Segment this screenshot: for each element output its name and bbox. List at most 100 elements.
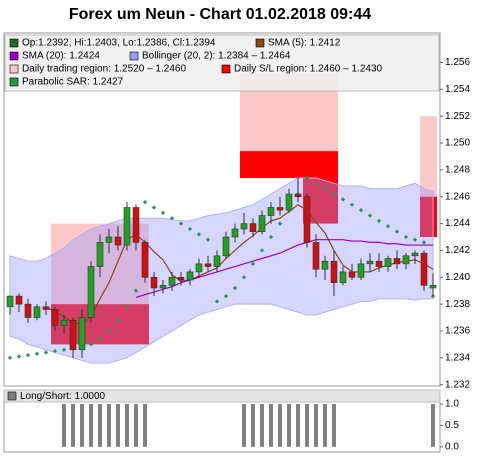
long-short-bar — [89, 404, 93, 447]
long-short-bar — [296, 404, 300, 447]
legend-label: Parabolic SAR: 1.2427 — [22, 77, 124, 88]
long-short-bar — [287, 404, 291, 447]
sar-dot — [277, 221, 283, 226]
long-short-bar — [431, 404, 435, 447]
legend-label: SMA (5): 1.2412 — [268, 38, 341, 49]
candle-body — [420, 252, 428, 286]
candle-body — [204, 263, 212, 267]
trading-region — [420, 116, 437, 197]
candle-body — [42, 306, 50, 310]
sar-dot — [385, 224, 391, 229]
candle-body — [132, 207, 140, 243]
candle-body — [321, 260, 329, 270]
candle-body — [411, 252, 419, 257]
panel-header — [3, 389, 441, 403]
candle-body — [339, 271, 347, 283]
candle-body — [15, 295, 23, 305]
sar-dot — [214, 299, 220, 304]
candle-body — [6, 295, 14, 308]
sl-region — [240, 151, 338, 178]
long-short-bar — [242, 404, 246, 447]
candle-body — [357, 263, 365, 278]
long-short-bar — [251, 404, 255, 447]
long-short-bar — [332, 404, 336, 447]
sar-dot — [223, 293, 229, 299]
candle-body — [285, 193, 293, 211]
y-tick-label: 1.0 — [445, 399, 459, 410]
candle-body — [87, 266, 95, 318]
y-tick-label: 0.0 — [445, 441, 459, 452]
candle-body — [366, 260, 374, 265]
sar-dot — [376, 218, 382, 224]
long-short-bar — [278, 404, 282, 447]
y-tick-label: 1.248 — [445, 165, 470, 176]
candle-body — [24, 303, 32, 318]
sar-dot — [169, 216, 175, 221]
candle-body — [258, 215, 266, 232]
sar-dot — [142, 199, 148, 205]
y-tick-label: 1.242 — [445, 245, 470, 256]
candle-body — [384, 258, 392, 267]
long-short-bar — [323, 404, 327, 447]
sar-dot — [358, 208, 364, 213]
legend-swatch — [7, 391, 17, 401]
long-short-bar — [116, 404, 120, 447]
candle-body — [69, 319, 77, 351]
sar-dot — [304, 175, 310, 181]
candle-body — [123, 207, 131, 246]
candle-body — [330, 260, 338, 283]
y-tick-label: 1.232 — [445, 379, 470, 390]
y-tick-label: 1.254 — [445, 84, 470, 95]
candle-body — [393, 258, 401, 265]
sma-line — [45, 204, 434, 325]
sar-dot — [313, 181, 319, 186]
candle-body — [114, 236, 122, 246]
candle-body — [159, 285, 167, 289]
y-tick-label: 1.234 — [445, 352, 470, 363]
candle-body — [51, 309, 59, 326]
candle-body — [267, 207, 275, 216]
long-short-bar — [314, 404, 318, 447]
candle-body — [105, 236, 113, 243]
long-short-bar — [62, 404, 66, 447]
long-short-bar — [107, 404, 111, 447]
sar-dot — [151, 205, 157, 210]
sar-dot — [421, 240, 427, 245]
sma-line — [135, 239, 433, 298]
y-tick-label: 1.256 — [445, 57, 470, 68]
legend-label: Daily trading region: 1.2520 – 1.2460 — [22, 64, 186, 75]
long-short-bar — [305, 404, 309, 447]
sar-dot — [331, 191, 337, 197]
y-tick-label: 1.250 — [445, 138, 470, 149]
y-tick-label: 1.236 — [445, 326, 470, 337]
sar-dot — [403, 234, 409, 240]
legend-swatch — [9, 64, 19, 74]
legend-label: Op:1.2392, Hi:1.2403, Lo:1.2386, Cl:1.23… — [22, 38, 216, 49]
candle-body — [375, 260, 383, 267]
legend-label: Long/Short: 1.0000 — [20, 391, 106, 402]
candle-body — [33, 306, 41, 318]
legend-swatch — [255, 38, 265, 48]
candle-body — [222, 236, 230, 257]
long-short-bar — [98, 404, 102, 447]
sar-dot — [367, 213, 373, 218]
long-short-bar — [143, 404, 147, 447]
candle-body — [231, 228, 239, 238]
candle-body — [294, 193, 302, 198]
sar-dot — [133, 288, 139, 293]
candle-body — [348, 271, 356, 278]
sar-dot — [259, 248, 265, 253]
candle-body — [213, 255, 221, 267]
candle-body — [312, 242, 320, 270]
y-tick-label: 0.5 — [445, 420, 459, 431]
chart-title: Forex um Neun - Chart 01.02.2018 09:44 — [69, 6, 371, 23]
candle-body — [240, 223, 248, 230]
candle-body — [402, 255, 410, 265]
sar-dot — [322, 186, 328, 191]
long-short-bar — [134, 404, 138, 447]
candle-body — [60, 319, 68, 326]
sar-dot — [394, 229, 400, 234]
y-tick-label: 1.244 — [445, 218, 470, 229]
legend-box — [4, 34, 440, 92]
